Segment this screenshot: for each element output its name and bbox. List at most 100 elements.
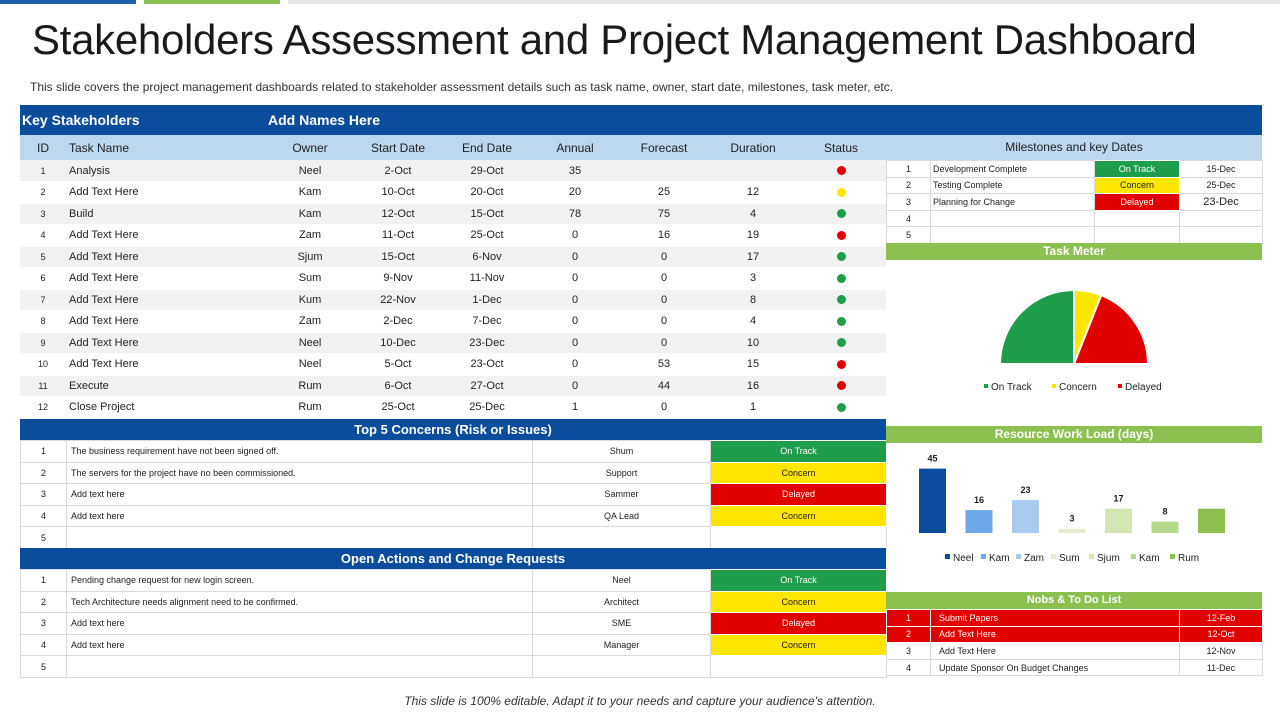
- item-id: 1: [20, 569, 67, 592]
- cell-end: 20-Oct: [442, 181, 532, 204]
- status-dot-icon: [836, 209, 846, 219]
- bar-kam: [965, 510, 993, 533]
- cell-owner: Zam: [266, 310, 354, 333]
- todo-table: 1 Submit Papers 12-Feb 2 Add Text Here 12-Oct…: [886, 609, 1263, 677]
- cell-id: 7: [20, 289, 66, 311]
- milestone-id: 3: [886, 193, 931, 211]
- cell-duration: 4: [710, 310, 796, 333]
- item-text: The business requirement have not been s…: [66, 440, 533, 463]
- cell-status: [796, 375, 887, 397]
- cell-status: [796, 396, 887, 419]
- cell-owner: Zam: [266, 224, 354, 247]
- cell-duration: 1: [710, 396, 796, 419]
- todo-text: Add Text Here: [930, 642, 1180, 660]
- cell-end: 6-Nov: [442, 246, 532, 268]
- legend-swatch: [1051, 554, 1056, 559]
- cell-end: 29-Oct: [442, 160, 532, 182]
- cell-annual: 0: [532, 310, 618, 333]
- cell-annual: 0: [532, 246, 618, 268]
- cell-forecast: [618, 160, 710, 182]
- status-dot-icon: [836, 316, 846, 326]
- cell-duration: 8: [710, 289, 796, 311]
- milestone-id: 2: [886, 176, 931, 195]
- column-header: Forecast: [618, 135, 710, 160]
- list-item: 5: [20, 526, 887, 549]
- top-accent-blue: [0, 0, 136, 4]
- status-badge: Concern: [1094, 176, 1180, 195]
- cell-forecast: 25: [618, 181, 710, 204]
- cell-id: 6: [20, 267, 66, 290]
- cell-owner: Neel: [266, 160, 354, 182]
- todo-date: 11-Dec: [1179, 658, 1263, 677]
- status-dot-icon: [836, 187, 846, 197]
- milestone-row: 3 Planning for Change Delayed 23-Dec: [886, 193, 1263, 211]
- milestone-name: [930, 209, 1095, 228]
- cell-end: 25-Oct: [442, 224, 532, 247]
- list-item: 4 Add text here QA Lead Concern: [20, 504, 887, 528]
- table-row: 12 Close Project Rum 25-Oct 25-Dec 1 0 1: [20, 396, 887, 419]
- item-text: [66, 655, 533, 678]
- item-id: 4: [20, 633, 67, 657]
- cell-task: Execute: [66, 375, 266, 397]
- column-header: Duration: [710, 135, 796, 160]
- cell-task: Analysis: [66, 160, 266, 182]
- cell-id: 11: [20, 375, 66, 397]
- cell-status: [796, 267, 887, 290]
- right-header-band: [886, 105, 1262, 135]
- cell-task: Add Text Here: [66, 246, 266, 268]
- column-header: Status: [796, 135, 887, 160]
- cell-end: 23-Dec: [442, 332, 532, 354]
- milestones-table: 1 Development Complete On Track 15-Dec 2 Test…: [886, 160, 1263, 244]
- table-row: 9 Add Text Here Neel 10-Dec 23-Dec 0 0 10: [20, 332, 887, 354]
- page-title: Stakeholders Assessment and Project Mana…: [32, 16, 1197, 63]
- legend-swatch: [945, 554, 950, 559]
- cell-owner: Neel: [266, 332, 354, 354]
- cell-start: 6-Oct: [354, 375, 442, 397]
- todo-id: 2: [886, 625, 931, 644]
- status-dot-icon: [836, 402, 846, 412]
- cell-status: [796, 310, 887, 333]
- workload-title: Resource Work Load (days): [886, 426, 1262, 443]
- bar-value-label: 45: [927, 454, 937, 464]
- legend-swatch: [1089, 554, 1094, 559]
- cell-start: 5-Oct: [354, 353, 442, 376]
- bar-kam: [1151, 521, 1179, 533]
- cell-id: 1: [20, 160, 66, 182]
- column-header: ID: [20, 135, 66, 160]
- table-row: 8 Add Text Here Zam 2-Dec 7-Dec 0 0 4: [20, 310, 887, 333]
- workload-chart: 45 16 23 3 17 8 Neel Kam Zam Sum Sjum Kam Rum: [886, 443, 1262, 593]
- item-text: The servers for the project have no been…: [66, 461, 533, 485]
- todo-title: Nobs & To Do List: [886, 592, 1262, 609]
- status-dot-icon: [836, 359, 846, 369]
- list-item: 1 Pending change request for new login sc…: [20, 569, 887, 592]
- cell-id: 8: [20, 310, 66, 333]
- bar-value-label: 23: [1020, 485, 1030, 495]
- todo-row: 2 Add Text Here 12-Oct: [886, 625, 1263, 644]
- meter-slice-delayed: [1072, 293, 1150, 365]
- top-accent-green: [144, 0, 280, 4]
- cell-duration: 12: [710, 181, 796, 204]
- item-id: 1: [20, 440, 67, 463]
- status-dot-icon: [836, 166, 846, 176]
- footer-note: This slide is 100% editable. Adapt it to…: [404, 694, 876, 708]
- milestone-row: 1 Development Complete On Track 15-Dec: [886, 160, 1263, 178]
- cell-annual: 0: [532, 353, 618, 376]
- bar-sjum: [1105, 508, 1132, 533]
- legend-swatch: [1016, 554, 1021, 559]
- status-badge: [1094, 226, 1180, 244]
- cell-status: [796, 332, 887, 354]
- status-badge: [710, 655, 887, 678]
- milestone-date: [1179, 209, 1263, 228]
- cell-start: 9-Nov: [354, 267, 442, 290]
- milestones-title: Milestones and key Dates: [886, 135, 1262, 160]
- cell-duration: 19: [710, 224, 796, 247]
- cell-annual: 0: [532, 332, 618, 354]
- cell-owner: Rum: [266, 375, 354, 397]
- todo-id: 3: [886, 642, 931, 660]
- item-text: Add text here: [66, 483, 533, 506]
- legend-swatch: [1118, 384, 1122, 388]
- item-owner: SME: [532, 612, 711, 635]
- todo-text: Submit Papers: [930, 609, 1180, 627]
- legend-label: Delayed: [1125, 382, 1162, 393]
- status-dot-icon: [836, 252, 846, 262]
